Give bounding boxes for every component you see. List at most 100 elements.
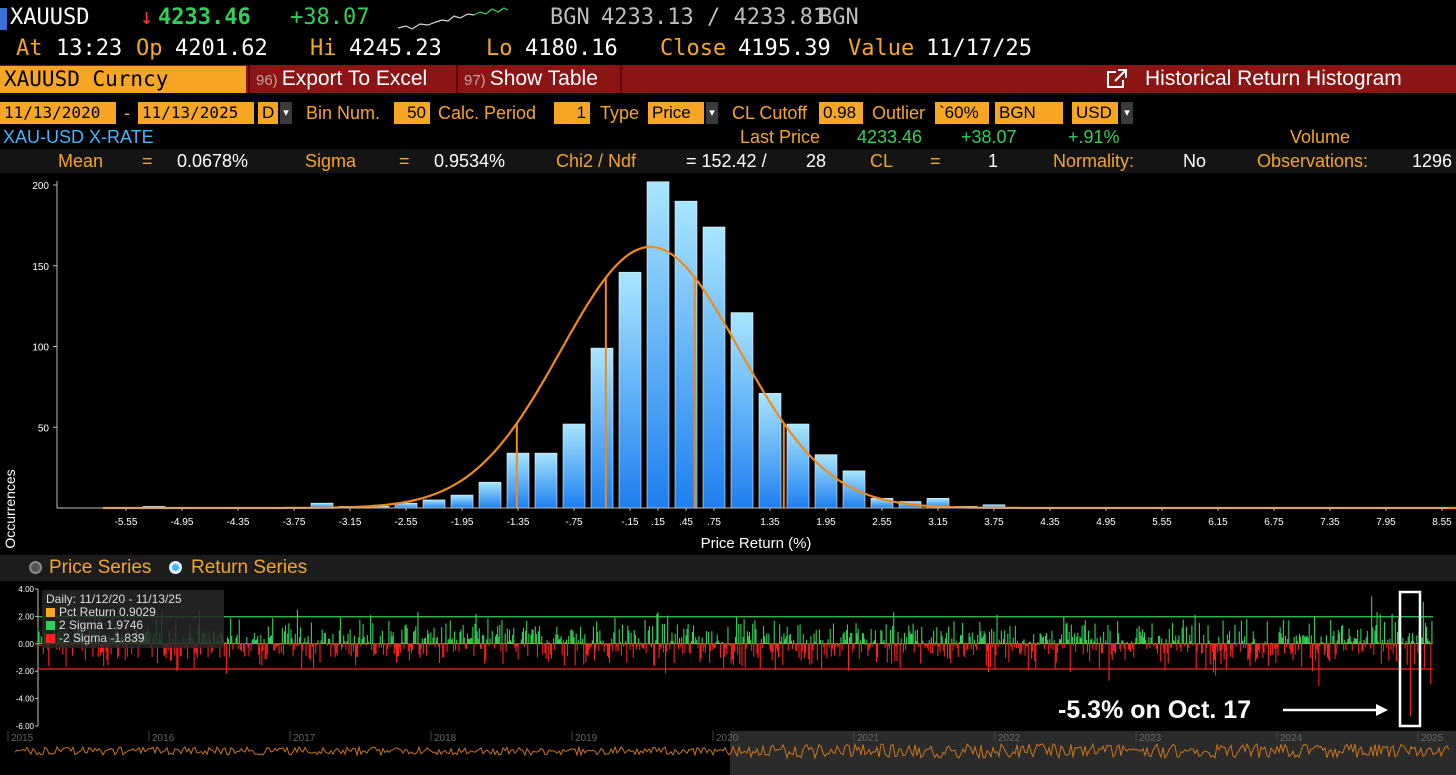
close-label: Close — [660, 36, 727, 61]
cl-cutoff-field[interactable]: 0.98 — [819, 102, 863, 124]
show-table-label: Show Table — [489, 67, 598, 90]
return-series-label[interactable]: Return Series — [191, 557, 308, 578]
year-tick-label: 2015 — [11, 733, 34, 744]
observations-value: 1296 — [1412, 151, 1453, 171]
bin-num-field[interactable]: 50 — [394, 102, 430, 124]
x-tick-label: 3.75 — [984, 517, 1004, 528]
bin-num-label: Bin Num. — [306, 103, 381, 123]
x-axis-label: Price Return (%) — [701, 535, 812, 552]
legend-value: -1.839 — [110, 631, 145, 645]
year-tick-label: 2024 — [1280, 733, 1303, 744]
toolbar-divider — [620, 65, 622, 93]
export-to-excel-button[interactable]: 96) Export To Excel — [256, 65, 427, 93]
normality-value: No — [1183, 151, 1207, 171]
cl-label: CL — [870, 151, 894, 171]
sigma-label: Sigma — [305, 151, 357, 171]
legend-item-pct-return: Pct Return 0.9029 — [46, 606, 220, 619]
periodicity-field[interactable]: D — [258, 102, 278, 124]
periodicity-dropdown-icon[interactable]: ▾ — [280, 102, 292, 124]
high-value: 4245.23 — [349, 36, 442, 61]
x-tick-label: 6.75 — [1264, 517, 1284, 528]
legend-value: 1.9746 — [106, 618, 144, 632]
x-tick-label: 5.55 — [1152, 517, 1172, 528]
calc-period-field[interactable]: 1 — [554, 102, 590, 124]
pricing-source-field[interactable]: BGN — [995, 102, 1063, 124]
security-input[interactable]: XAUUSD Curncy — [0, 66, 246, 93]
chi2-ndf-label: Chi2 / Ndf — [556, 151, 637, 171]
highlight-box — [1398, 590, 1422, 728]
timeline-selection-window[interactable] — [730, 731, 1456, 775]
histogram-bar — [786, 423, 810, 509]
year-tick-label: 2017 — [293, 733, 316, 744]
ts-y-tick-label: 4.00 — [18, 585, 34, 594]
x-tick-label: 6.15 — [1208, 517, 1228, 528]
series-toggle-bar — [0, 555, 1456, 581]
currency-dropdown-icon[interactable]: ▾ — [1121, 102, 1133, 124]
external-link-icon[interactable] — [1106, 68, 1128, 90]
legend-name: 2 Sigma — [59, 618, 104, 632]
x-tick-label: 1.95 — [816, 517, 836, 528]
bid-source: BGN — [550, 5, 590, 30]
return-series-radio[interactable] — [169, 561, 182, 574]
currency-field[interactable]: USD — [1072, 102, 1118, 124]
export-shortcut: 96) — [256, 72, 278, 89]
page-title: Historical Return Histogram — [1145, 67, 1402, 90]
x-tick-label: -1.95 — [451, 517, 474, 528]
net-change-value: +38.07 — [961, 127, 1017, 147]
ts-y-tick-label: -6.00 — [16, 722, 35, 731]
end-date-field[interactable]: 11/13/2025 — [138, 102, 254, 124]
volume-label: Volume — [1290, 127, 1351, 147]
type-field[interactable]: Price — [648, 102, 704, 124]
low-value: 4180.16 — [525, 36, 618, 61]
histogram-bar — [562, 423, 586, 509]
legend-name: Pct Return — [59, 605, 116, 619]
price-series-label[interactable]: Price Series — [49, 557, 152, 578]
legend-swatch — [46, 608, 55, 617]
histogram-bar — [422, 499, 446, 509]
year-tick-label: 2018 — [434, 733, 457, 744]
low-label: Lo — [486, 36, 513, 61]
calc-period-label: Calc. Period — [438, 103, 537, 123]
header-last-price: 4233.46 — [158, 5, 251, 30]
histogram-bar — [534, 452, 558, 509]
histogram-bar — [450, 494, 474, 509]
y-tick-label: 200 — [32, 181, 49, 192]
x-tick-label: -5.55 — [115, 517, 138, 528]
open-label: Op — [136, 36, 163, 61]
ts-y-tick-label: -4.00 — [16, 695, 35, 704]
high-label: Hi — [310, 36, 337, 61]
toolbar-divider — [248, 65, 250, 93]
x-tick-label: -4.95 — [171, 517, 194, 528]
year-tick-label: 2016 — [152, 733, 175, 744]
legend-swatch — [46, 621, 55, 630]
type-dropdown-icon[interactable]: ▾ — [706, 102, 718, 124]
x-tick-label: 8.55 — [1432, 517, 1452, 528]
price-series-radio[interactable] — [29, 561, 42, 574]
legend-name: -2 Sigma — [59, 631, 108, 645]
histogram-bar — [506, 452, 530, 509]
mean-value: 0.0678% — [177, 151, 249, 171]
at-value: 13:23 — [56, 36, 123, 61]
legend-title: Daily: 11/12/20 - 11/13/25 — [46, 592, 182, 606]
last-price-value: 4233.46 — [857, 127, 923, 147]
close-value: 4195.39 — [738, 36, 831, 61]
y-tick-label: 50 — [38, 423, 50, 434]
pct-change-value: +.91% — [1068, 127, 1120, 147]
return-series-legend: Daily: 11/12/20 - 11/13/25 Pct Return 0.… — [42, 590, 224, 648]
chi2-value: = 152.42 / — [686, 151, 767, 171]
year-tick-label: 2023 — [1139, 733, 1162, 744]
legend-swatch — [46, 634, 55, 643]
x-tick-label: -4.35 — [227, 517, 250, 528]
date-range-dash: - — [124, 103, 130, 123]
show-table-button[interactable]: 97) Show Table — [464, 65, 598, 93]
cl-cutoff-label: CL Cutoff — [732, 103, 808, 123]
x-tick-label: -3.15 — [339, 517, 362, 528]
outlier-field[interactable]: `60% — [935, 102, 989, 124]
bid-ask: 4233.13 / 4233.81 — [601, 5, 827, 30]
observations-label: Observations: — [1257, 151, 1369, 171]
ask-source: BGN — [819, 5, 859, 30]
annotation-arrow-head — [1376, 704, 1388, 716]
histogram-bar — [758, 393, 782, 509]
legend-item-neg-2-sigma: -2 Sigma -1.839 — [46, 632, 220, 645]
start-date-field[interactable]: 11/13/2020 — [0, 102, 116, 124]
